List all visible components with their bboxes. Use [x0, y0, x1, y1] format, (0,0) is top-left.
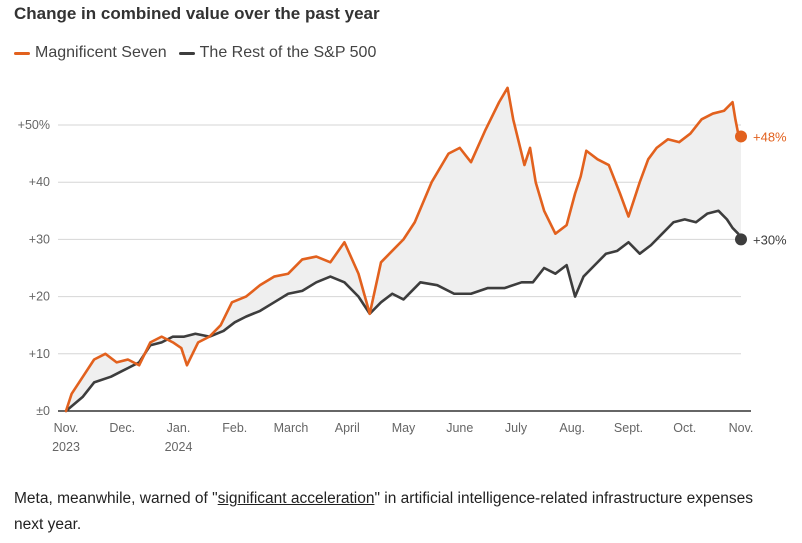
legend-label-rest-of-sp500: The Rest of the S&P 500	[199, 44, 377, 61]
article-caption: Meta, meanwhile, warned of "significant …	[14, 486, 774, 538]
legend-item-rest-of-sp500: The Rest of the S&P 500	[178, 44, 377, 62]
end-label-magnificent-seven: +48%	[753, 129, 787, 144]
significant-acceleration-link[interactable]: significant acceleration	[217, 490, 375, 507]
x-tick-label: Nov.	[54, 421, 79, 435]
x-tick-label: Jan.	[167, 421, 191, 435]
x-tick-label: June	[446, 421, 473, 435]
x-tick-year-label: 2024	[165, 440, 193, 454]
x-tick-label: Feb.	[222, 421, 247, 435]
x-tick-label: July	[505, 421, 528, 435]
y-axis: ±0 +10 +20 +30 +40 +50%	[18, 118, 50, 418]
end-point-magnificent-seven	[735, 130, 747, 143]
x-tick-label: Nov.	[729, 421, 754, 435]
y-tick-label: +40	[29, 175, 50, 189]
x-tick-label: Sept.	[614, 421, 643, 435]
series-line-rest-of-sp500	[64, 209, 743, 413]
legend-label-magnificent-seven: Magnificent Seven	[35, 44, 167, 61]
x-tick-year-label: 2023	[52, 440, 80, 454]
x-axis: Nov. 2023 Dec. Jan. 2024 Feb. March April May Jun…	[52, 410, 754, 454]
legend-item-magnificent-seven: Magnificent Seven	[14, 44, 167, 62]
legend: Magnificent Seven The Rest of the S&P 50…	[14, 44, 388, 62]
chart-title: Change in combined value over the past y…	[14, 4, 380, 23]
y-tick-label: +20	[29, 290, 50, 304]
line-chart: ±0 +10 +20 +30 +40 +50% Nov. 2023 Dec. Jan. 2024 F…	[18, 86, 787, 454]
x-tick-label: Oct.	[673, 421, 696, 435]
y-tick-label: ±0	[36, 404, 50, 418]
y-tick-label: +10	[29, 347, 50, 361]
series-group: +30% +48%	[64, 86, 787, 413]
x-tick-label: May	[392, 421, 416, 435]
caption-text-after: " in artificial intelligence-related inf…	[14, 490, 754, 533]
gap-area	[66, 87, 741, 411]
y-tick-label: +30	[29, 232, 50, 246]
end-point-rest-of-sp500	[735, 233, 747, 246]
series-line-magnificent-seven	[64, 86, 743, 413]
x-tick-label: March	[274, 421, 309, 435]
legend-swatch-magnificent-seven	[14, 51, 30, 55]
x-tick-label: April	[335, 421, 360, 435]
x-tick-label: Dec.	[109, 421, 135, 435]
y-tick-label: +50%	[18, 118, 50, 132]
caption-text-before: Meta, meanwhile, warned of "	[14, 490, 218, 507]
legend-swatch-rest-of-sp500	[178, 51, 195, 55]
x-tick-label: Aug.	[559, 421, 585, 435]
end-label-rest-of-sp500: +30%	[753, 232, 787, 247]
